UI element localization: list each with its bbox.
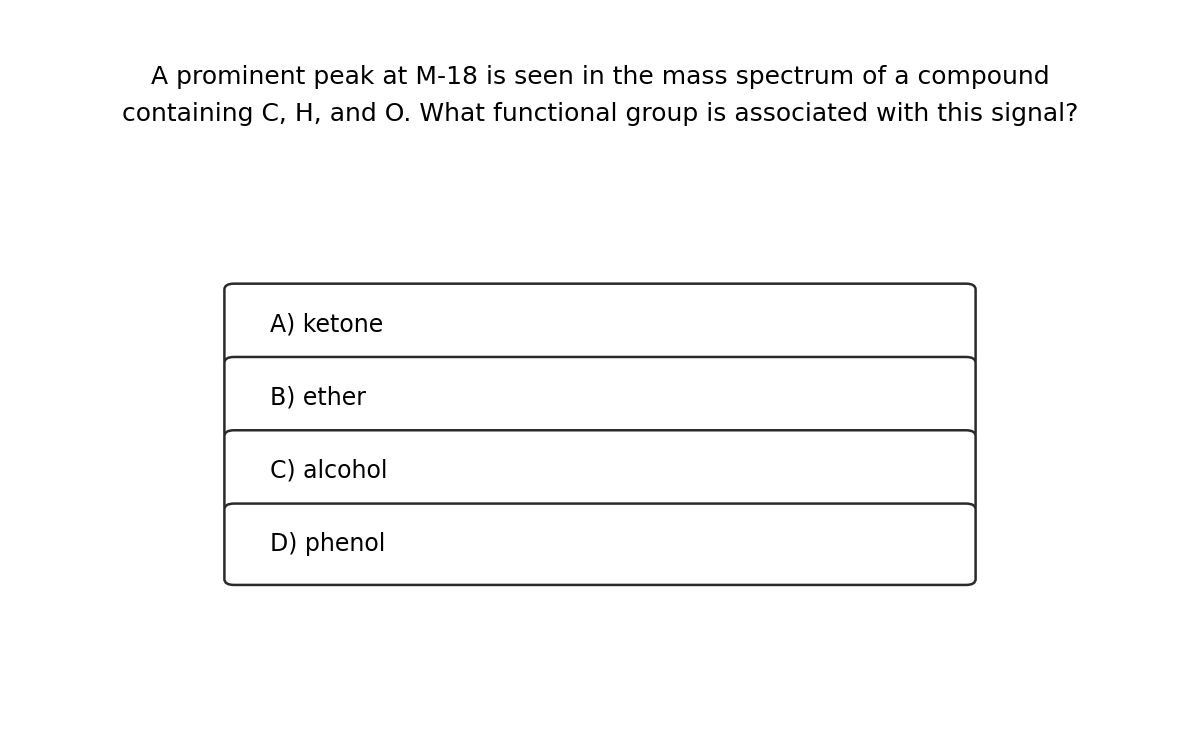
Text: D) phenol: D) phenol (270, 532, 385, 556)
FancyBboxPatch shape (224, 284, 976, 365)
Text: containing C, H, and O. What functional group is associated with this signal?: containing C, H, and O. What functional … (122, 102, 1078, 125)
FancyBboxPatch shape (224, 430, 976, 512)
FancyBboxPatch shape (224, 357, 976, 438)
Text: A) ketone: A) ketone (270, 312, 383, 336)
Text: B) ether: B) ether (270, 386, 366, 410)
Text: C) alcohol: C) alcohol (270, 459, 388, 483)
Text: A prominent peak at M-18 is seen in the mass spectrum of a compound: A prominent peak at M-18 is seen in the … (151, 65, 1049, 89)
FancyBboxPatch shape (224, 504, 976, 585)
